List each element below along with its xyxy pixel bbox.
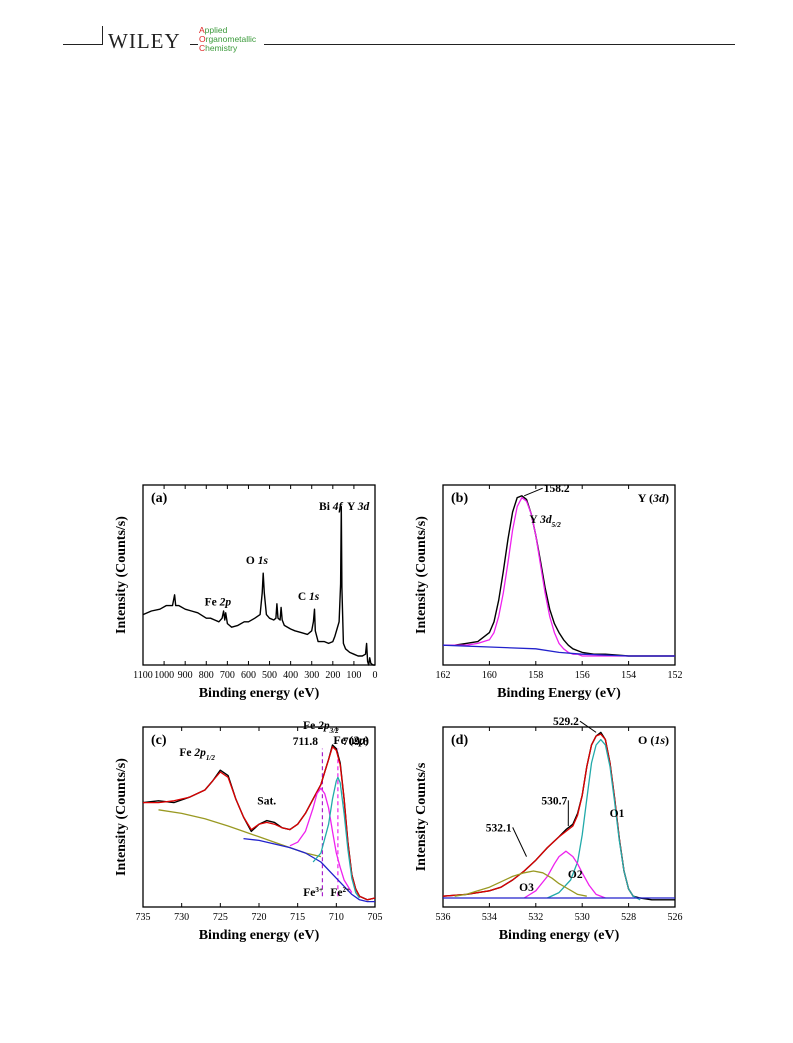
x-tick-label: 1000: [154, 670, 174, 681]
x-tick-label: 162: [436, 670, 451, 681]
y-axis-label: Intensity (Counts/s): [114, 516, 129, 634]
annotation-label: 529.2: [553, 716, 579, 728]
series-fit: [143, 746, 376, 901]
annotation-label: 532.1: [486, 822, 512, 834]
series-fe2-: [312, 776, 361, 899]
panel-label: (d): [451, 733, 468, 748]
x-tick-label: 735: [136, 912, 151, 923]
x-tick-label: 500: [262, 670, 277, 681]
annotation-label: 709.8: [343, 736, 369, 748]
annotation-label: Fe3+: [303, 886, 323, 899]
x-tick-label: 705: [368, 912, 383, 923]
x-tick-label: 530: [575, 912, 590, 923]
journal-header: WILEY Applied Organometallic Chemistry: [0, 0, 793, 60]
series-fe3-: [289, 787, 353, 893]
x-tick-label: 800: [199, 670, 214, 681]
plot-frame: [142, 484, 376, 666]
annotation-label: Fe 2p: [205, 597, 232, 609]
plot-frame: [442, 484, 676, 666]
series-fit: [443, 496, 675, 657]
x-tick-label: 700: [220, 670, 235, 681]
journal-line-3: Chemistry: [199, 43, 238, 53]
annotation-label: Bi 4f: [319, 501, 344, 513]
x-axis-label: Binding energy (eV): [199, 686, 320, 701]
x-tick-label: 536: [436, 912, 451, 923]
header-rule-right: [264, 44, 735, 45]
y-axis-label: Intensity (Counts/s): [414, 516, 429, 634]
x-tick-label: 152: [668, 670, 683, 681]
series-o3: [454, 870, 587, 897]
annotation-label: 530.7: [541, 795, 567, 807]
journal-line-2: Organometallic: [199, 34, 257, 44]
journal-line-1: Applied: [199, 25, 228, 35]
x-tick-label: 160: [482, 670, 497, 681]
annotation-label: O 1s: [246, 555, 269, 567]
x-tick-label: 154: [621, 670, 636, 681]
x-axis-label: Binding energy (eV): [199, 928, 320, 943]
x-tick-label: 900: [178, 670, 193, 681]
x-tick-label: 600: [241, 670, 256, 681]
header-rule-mid: [190, 44, 198, 45]
annotation-label: O2: [568, 869, 583, 881]
x-axis-label: Binding Energy (eV): [497, 686, 621, 701]
annotation-label: 158.2: [544, 483, 570, 495]
y-axis-label: Intensity Counts/s: [414, 762, 429, 871]
annotation-label: Sat.: [257, 795, 276, 807]
x-tick-label: 710: [329, 912, 344, 923]
x-tick-label: 534: [482, 912, 497, 923]
x-tick-label: 532: [528, 912, 543, 923]
annotation-label: 711.8: [293, 736, 318, 748]
panel-title: O (1s): [638, 733, 669, 747]
x-tick-label: 158: [528, 670, 543, 681]
series-raw: [442, 731, 675, 901]
x-tick-label: 156: [575, 670, 590, 681]
annotation-arrow: [512, 827, 527, 857]
panel-label: (c): [151, 733, 167, 748]
x-tick-label: 100: [346, 670, 361, 681]
annotation-arrow: [524, 487, 543, 497]
series-spectrum: [142, 505, 375, 666]
publisher-logo: WILEY: [108, 29, 181, 53]
panel-title: Y (3d): [638, 491, 669, 505]
annotation-label: Y 3d: [347, 501, 370, 513]
annotation-arrow: [579, 720, 597, 733]
plot-frame: [142, 726, 376, 908]
x-tick-label: 200: [325, 670, 340, 681]
panel-title: Fe (2p): [333, 733, 369, 747]
header-rule-left: [63, 44, 103, 45]
series-o2: [523, 850, 606, 899]
x-tick-label: 0: [373, 670, 378, 681]
panel-label: (b): [451, 491, 468, 506]
x-tick-label: 300: [304, 670, 319, 681]
x-tick-label: 1100: [133, 670, 153, 681]
x-tick-label: 528: [621, 912, 636, 923]
annotation-label: C 1s: [298, 591, 320, 603]
panel-b: 162 160 158 156 154 152 Binding Energy (eV) Int…: [414, 483, 683, 701]
x-tick-label: 720: [252, 912, 267, 923]
panel-label: (a): [151, 491, 168, 506]
x-tick-label: 715: [290, 912, 305, 923]
annotation-label: Y 3d5/2: [529, 514, 561, 529]
series-background: [243, 837, 375, 903]
series-o1: [547, 738, 641, 901]
x-tick-label: 526: [668, 912, 683, 923]
annotation-label: Fe 2p3/2: [303, 720, 339, 735]
annotation-label: Fe 2p1/2: [179, 747, 215, 762]
x-tick-label: 730: [174, 912, 189, 923]
plot-frame: [442, 726, 676, 908]
y-axis-label: Intensity (Counts/s): [114, 758, 129, 876]
x-tick-label: 400: [283, 670, 298, 681]
header-rule-tick: [102, 26, 103, 45]
journal-name: Applied Organometallic Chemistry: [199, 26, 256, 53]
annotation-label: Fe2+: [330, 886, 350, 899]
x-tick-label: 725: [213, 912, 228, 923]
annotation-label: O1: [610, 808, 625, 820]
panel-c: 735 730 725 720 715 710 705 Binding energy (eV)…: [114, 720, 383, 943]
panel-d: 536 534 532 530 528 526 Binding energy (eV) Int…: [414, 716, 683, 943]
annotation-label: O3: [519, 882, 534, 894]
panel-a: 1100 1000 900 800 700 600 500 400 300 200 100 0Bind…: [114, 484, 378, 701]
series-background: [442, 644, 675, 657]
x-axis-label: Binding energy (eV): [499, 928, 620, 943]
